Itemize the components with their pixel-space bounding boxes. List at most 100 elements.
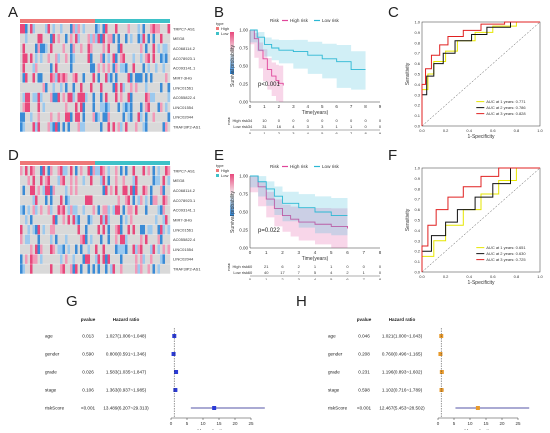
heatmap-cell xyxy=(120,175,123,186)
heatmap-cell xyxy=(135,166,138,176)
heatmap-cell xyxy=(100,33,103,44)
heatmap-cell xyxy=(70,122,73,132)
heatmap-cell xyxy=(85,254,88,264)
roc-curve xyxy=(421,21,540,126)
heatmap-cell xyxy=(117,43,121,54)
heatmap-cell xyxy=(40,244,43,255)
heatmap-cell xyxy=(150,24,153,34)
heatmap-cell xyxy=(97,63,101,73)
heatmap-cell xyxy=(100,122,103,132)
legend-label-high: High xyxy=(221,26,229,31)
heatmap-cell xyxy=(130,166,133,176)
heatmap-cell xyxy=(107,215,111,225)
risk-table-cell: 34 xyxy=(248,118,253,123)
heatmap-cell xyxy=(127,112,131,122)
heatmap-cell xyxy=(155,205,158,215)
heatmap-cell xyxy=(67,215,71,225)
heatmap-cell xyxy=(50,195,53,205)
heatmap-cell xyxy=(167,244,171,255)
gene-label: AC068114.2 xyxy=(173,46,196,51)
heatmap-cell xyxy=(120,264,123,274)
heatmap-cell xyxy=(135,205,138,215)
heatmap-cell xyxy=(32,112,36,122)
forest-row-hr: 13.489(6.207~29.313) xyxy=(103,406,149,411)
roc-legend-label: AUC at 1 years: 0.651 xyxy=(486,245,526,250)
heatmap-cell xyxy=(107,224,111,235)
heatmap-cell xyxy=(67,63,71,73)
heatmap-cell xyxy=(52,215,56,225)
heatmap-cell xyxy=(67,92,71,103)
heatmap-cell xyxy=(35,73,38,83)
heatmap-cell xyxy=(117,33,121,44)
heatmap-cell xyxy=(152,215,156,225)
heatmap-cell xyxy=(110,185,113,196)
heatmap-cell xyxy=(70,215,73,225)
heatmap-cell xyxy=(140,175,143,186)
risk-table-cell: 0 xyxy=(379,124,382,129)
heatmap-cell xyxy=(155,215,158,225)
heatmap-cell xyxy=(145,63,148,73)
heatmap-cell xyxy=(47,264,51,274)
heatmap-cell xyxy=(90,264,93,274)
heatmap-cell xyxy=(40,53,43,63)
risk-table-cell: 4 xyxy=(292,124,295,129)
heatmap-cell xyxy=(145,112,148,122)
heatmap-cell xyxy=(115,185,118,196)
km-x-axis-label: Time(years) xyxy=(302,256,329,262)
heatmap-cell xyxy=(65,112,68,122)
heatmap-cell xyxy=(95,53,98,63)
heatmap-cell xyxy=(77,63,81,73)
heatmap-cell xyxy=(77,112,81,122)
heatmap-cell xyxy=(95,244,98,255)
risk-table-row-label: High risk xyxy=(232,118,248,123)
risk-table-x-tick: 0 xyxy=(249,277,252,280)
heatmap-cell xyxy=(60,205,63,215)
heatmap-cell xyxy=(70,82,73,93)
heatmap-cell xyxy=(100,82,103,93)
forest-hr-marker xyxy=(174,370,179,374)
heatmap-cell xyxy=(165,112,168,122)
heatmap-cell xyxy=(65,166,68,176)
heatmap-cell xyxy=(20,166,23,176)
heatmap-cell xyxy=(30,224,33,235)
heatmap-cell xyxy=(115,112,118,122)
heatmap-cell xyxy=(120,205,123,215)
heatmap-cell xyxy=(145,73,148,83)
heatmap-cell xyxy=(97,215,101,225)
heatmap-cell xyxy=(127,73,131,83)
roc-legend-label: AUC at 3 years: 0.828 xyxy=(486,111,526,116)
heatmap-cell xyxy=(152,254,156,264)
heatmap-cell xyxy=(125,215,128,225)
heatmap-cell xyxy=(67,33,71,44)
heatmap-cell xyxy=(147,43,151,54)
heatmap-cell xyxy=(77,24,81,34)
heatmap-cell xyxy=(95,73,98,83)
forest-row-pvalue: 0.026 xyxy=(82,370,94,375)
heatmap-cell xyxy=(70,244,73,255)
risk-table-x-tick: 3 xyxy=(292,131,295,134)
heatmap-cell xyxy=(45,244,48,255)
heatmap-cell xyxy=(130,234,133,245)
heatmap-cell xyxy=(67,264,71,274)
heatmap-cell xyxy=(52,166,56,176)
heatmap-cell xyxy=(45,102,48,113)
heatmap-cell xyxy=(115,244,118,255)
heatmap-cell xyxy=(35,185,38,196)
group-bar-high xyxy=(20,19,95,23)
heatmap-cell xyxy=(75,175,78,186)
heatmap-cell xyxy=(25,33,28,44)
heatmap-cell xyxy=(115,33,118,44)
risk-table-cell: 3 xyxy=(307,124,310,129)
heatmap-cell xyxy=(160,82,163,93)
heatmap-cell xyxy=(130,24,133,34)
heatmap-cell xyxy=(127,205,131,215)
heatmap-cell xyxy=(40,122,43,132)
heatmap-cell xyxy=(122,43,126,54)
heatmap-cell xyxy=(132,24,136,34)
heatmap-cell xyxy=(67,244,71,255)
heatmap-cell xyxy=(37,215,41,225)
heatmap-cell xyxy=(115,122,118,132)
heatmap-cell xyxy=(75,234,78,245)
heatmap-cell xyxy=(152,195,156,205)
